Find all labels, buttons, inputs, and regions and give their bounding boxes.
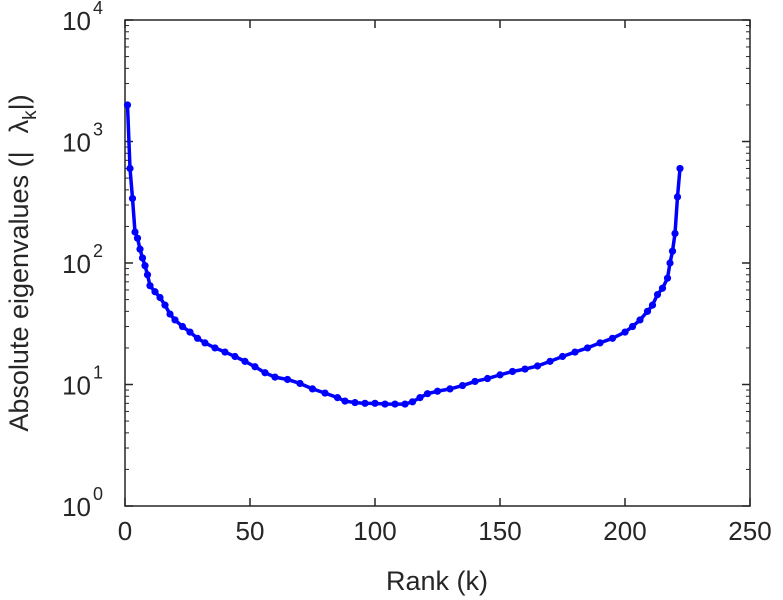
y-axis-label-symbol: λ	[4, 119, 34, 133]
y-axis-label-subscript: k	[20, 110, 41, 120]
data-point	[361, 399, 369, 407]
data-point	[151, 288, 159, 296]
data-point	[211, 344, 219, 352]
data-point	[231, 352, 239, 361]
y-tick-label-base: 10	[62, 249, 91, 279]
y-tick-label-base: 10	[62, 6, 91, 36]
data-point	[131, 228, 139, 236]
data-point	[341, 397, 349, 405]
data-point	[621, 328, 629, 336]
data-point	[221, 348, 229, 356]
x-tick-label: 50	[236, 516, 265, 546]
data-point	[596, 339, 604, 347]
data-point	[671, 229, 679, 238]
data-point	[136, 245, 144, 253]
y-tick-label-exponent: 2	[93, 241, 103, 261]
y-axis-label: Absolute eigenvalues (| λk|)	[4, 94, 41, 431]
data-point	[178, 322, 187, 331]
data-point	[508, 367, 517, 376]
data-point	[668, 247, 677, 255]
x-axis: 0 50 100 150 200 250	[118, 20, 772, 546]
data-point	[628, 322, 637, 331]
data-point	[308, 385, 317, 393]
data-point	[676, 164, 684, 173]
data-point	[193, 334, 202, 342]
data-point	[371, 399, 379, 407]
data-point	[521, 365, 529, 373]
data-point	[558, 352, 567, 361]
data-point	[458, 381, 467, 390]
data-point	[201, 339, 209, 347]
data-point	[381, 400, 389, 408]
y-axis-label-suffix: |)	[4, 94, 34, 110]
data-point	[171, 316, 179, 324]
data-point	[666, 259, 674, 267]
data-point	[251, 363, 259, 371]
y-tick-label-exponent: 4	[93, 0, 103, 18]
data-point	[608, 334, 617, 342]
data-point	[571, 348, 579, 356]
data-point	[496, 371, 504, 379]
x-axis-label: Rank (k)	[386, 566, 488, 596]
data-point	[583, 344, 592, 352]
data-point	[423, 390, 432, 398]
data-point	[126, 164, 134, 173]
data-point	[416, 394, 424, 402]
data-point	[636, 316, 644, 324]
data-point	[546, 357, 554, 365]
data-point	[351, 398, 359, 407]
data-point	[283, 375, 292, 384]
y-tick-label-exponent: 1	[93, 363, 103, 383]
data-point	[128, 194, 137, 203]
data-point	[673, 193, 682, 201]
data-point	[261, 369, 269, 377]
x-tick-label: 250	[728, 516, 771, 546]
data-point	[408, 398, 417, 406]
data-point	[141, 262, 149, 270]
data-point	[296, 379, 304, 388]
data-point	[663, 274, 672, 282]
x-tick-label: 0	[118, 516, 132, 546]
data-point	[271, 373, 279, 381]
y-tick-label-exponent: 3	[93, 120, 103, 140]
data-point	[321, 389, 329, 397]
data-point	[648, 301, 657, 309]
data-point	[446, 385, 454, 393]
y-tick-label-exponent: 0	[93, 484, 103, 504]
data-point	[483, 374, 492, 383]
data-point	[391, 400, 399, 408]
data-point	[433, 387, 442, 395]
data-point	[146, 282, 154, 290]
x-tick-label: 200	[603, 516, 646, 546]
data-point	[161, 301, 169, 309]
data-point	[241, 357, 249, 365]
data-point	[133, 234, 142, 242]
data-point	[138, 254, 147, 262]
data-point	[156, 293, 164, 302]
data-point	[333, 394, 342, 402]
data-point	[533, 362, 542, 370]
data-point	[123, 101, 132, 109]
data-point	[658, 284, 667, 292]
x-tick-label: 100	[353, 516, 396, 546]
data-point	[653, 290, 662, 299]
y-tick-label-base: 10	[62, 371, 91, 401]
y-tick-label-base: 10	[62, 492, 91, 522]
data-point	[186, 328, 194, 336]
data-point	[471, 377, 479, 386]
x-tick-label: 150	[478, 516, 521, 546]
data-point	[643, 307, 652, 315]
y-tick-label-base: 10	[62, 128, 91, 158]
y-axis-label-prefix: Absolute eigenvalues (|	[4, 151, 34, 431]
data-point	[401, 400, 409, 408]
plot-area	[124, 19, 751, 507]
series-group	[123, 101, 684, 408]
data-point	[166, 310, 174, 318]
data-point	[143, 271, 152, 279]
